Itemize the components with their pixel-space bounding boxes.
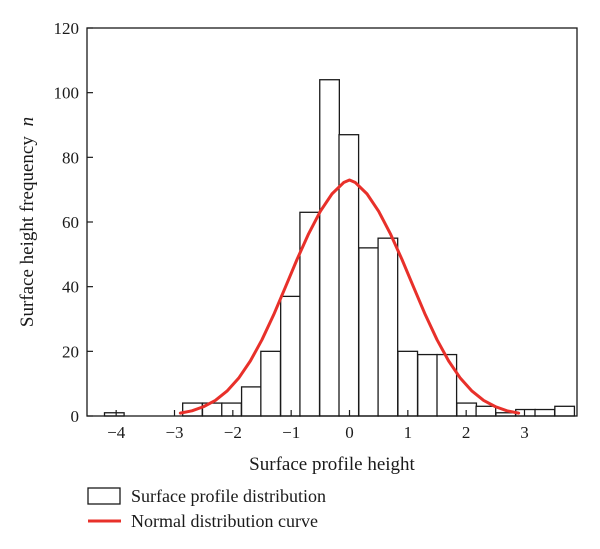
- histogram-bar: [398, 351, 418, 416]
- histogram-bar: [242, 387, 262, 416]
- y-tick-label: 40: [62, 278, 79, 297]
- y-tick-label: 80: [62, 148, 79, 167]
- x-tick-label: −1: [282, 423, 300, 442]
- y-tick-label: 60: [62, 213, 79, 232]
- legend-label-curve: Normal distribution curve: [131, 511, 318, 531]
- x-tick-label: −2: [224, 423, 242, 442]
- x-tick-label: −4: [107, 423, 126, 442]
- x-tick-label: 0: [345, 423, 354, 442]
- histogram-bar: [261, 351, 281, 416]
- legend: Surface profile distribution Normal dist…: [88, 486, 326, 531]
- x-tick-label: 2: [462, 423, 471, 442]
- histogram-bar: [320, 80, 340, 416]
- histogram-bar: [535, 410, 555, 416]
- y-axis-title: Surface height frequency n: [17, 117, 38, 327]
- histogram-bar: [300, 212, 320, 416]
- y-axis-title-variable: n: [17, 117, 38, 127]
- x-tick-label: −3: [165, 423, 183, 442]
- x-tick-label: 3: [520, 423, 529, 442]
- legend-label-histogram: Surface profile distribution: [131, 486, 326, 506]
- y-axis-title-text: Surface height frequency: [17, 136, 38, 327]
- y-tick-label: 120: [54, 19, 80, 38]
- histogram-bar: [555, 406, 575, 416]
- x-tick-label: 1: [404, 423, 413, 442]
- histogram-bar: [222, 403, 242, 416]
- x-axis-title: Surface profile height: [249, 454, 415, 475]
- histogram-bar: [437, 355, 457, 416]
- histogram-bar: [281, 296, 301, 416]
- histogram-bar: [476, 406, 496, 416]
- legend-swatch-histogram: [88, 488, 120, 504]
- histogram-bar: [359, 248, 379, 416]
- histogram-bars: [105, 80, 575, 416]
- histogram-bar: [339, 135, 359, 416]
- y-tick-label: 100: [54, 84, 80, 103]
- y-tick-label: 20: [62, 342, 79, 361]
- histogram-bar: [378, 238, 398, 416]
- y-tick-label: 0: [71, 407, 80, 426]
- histogram-bar: [418, 355, 438, 416]
